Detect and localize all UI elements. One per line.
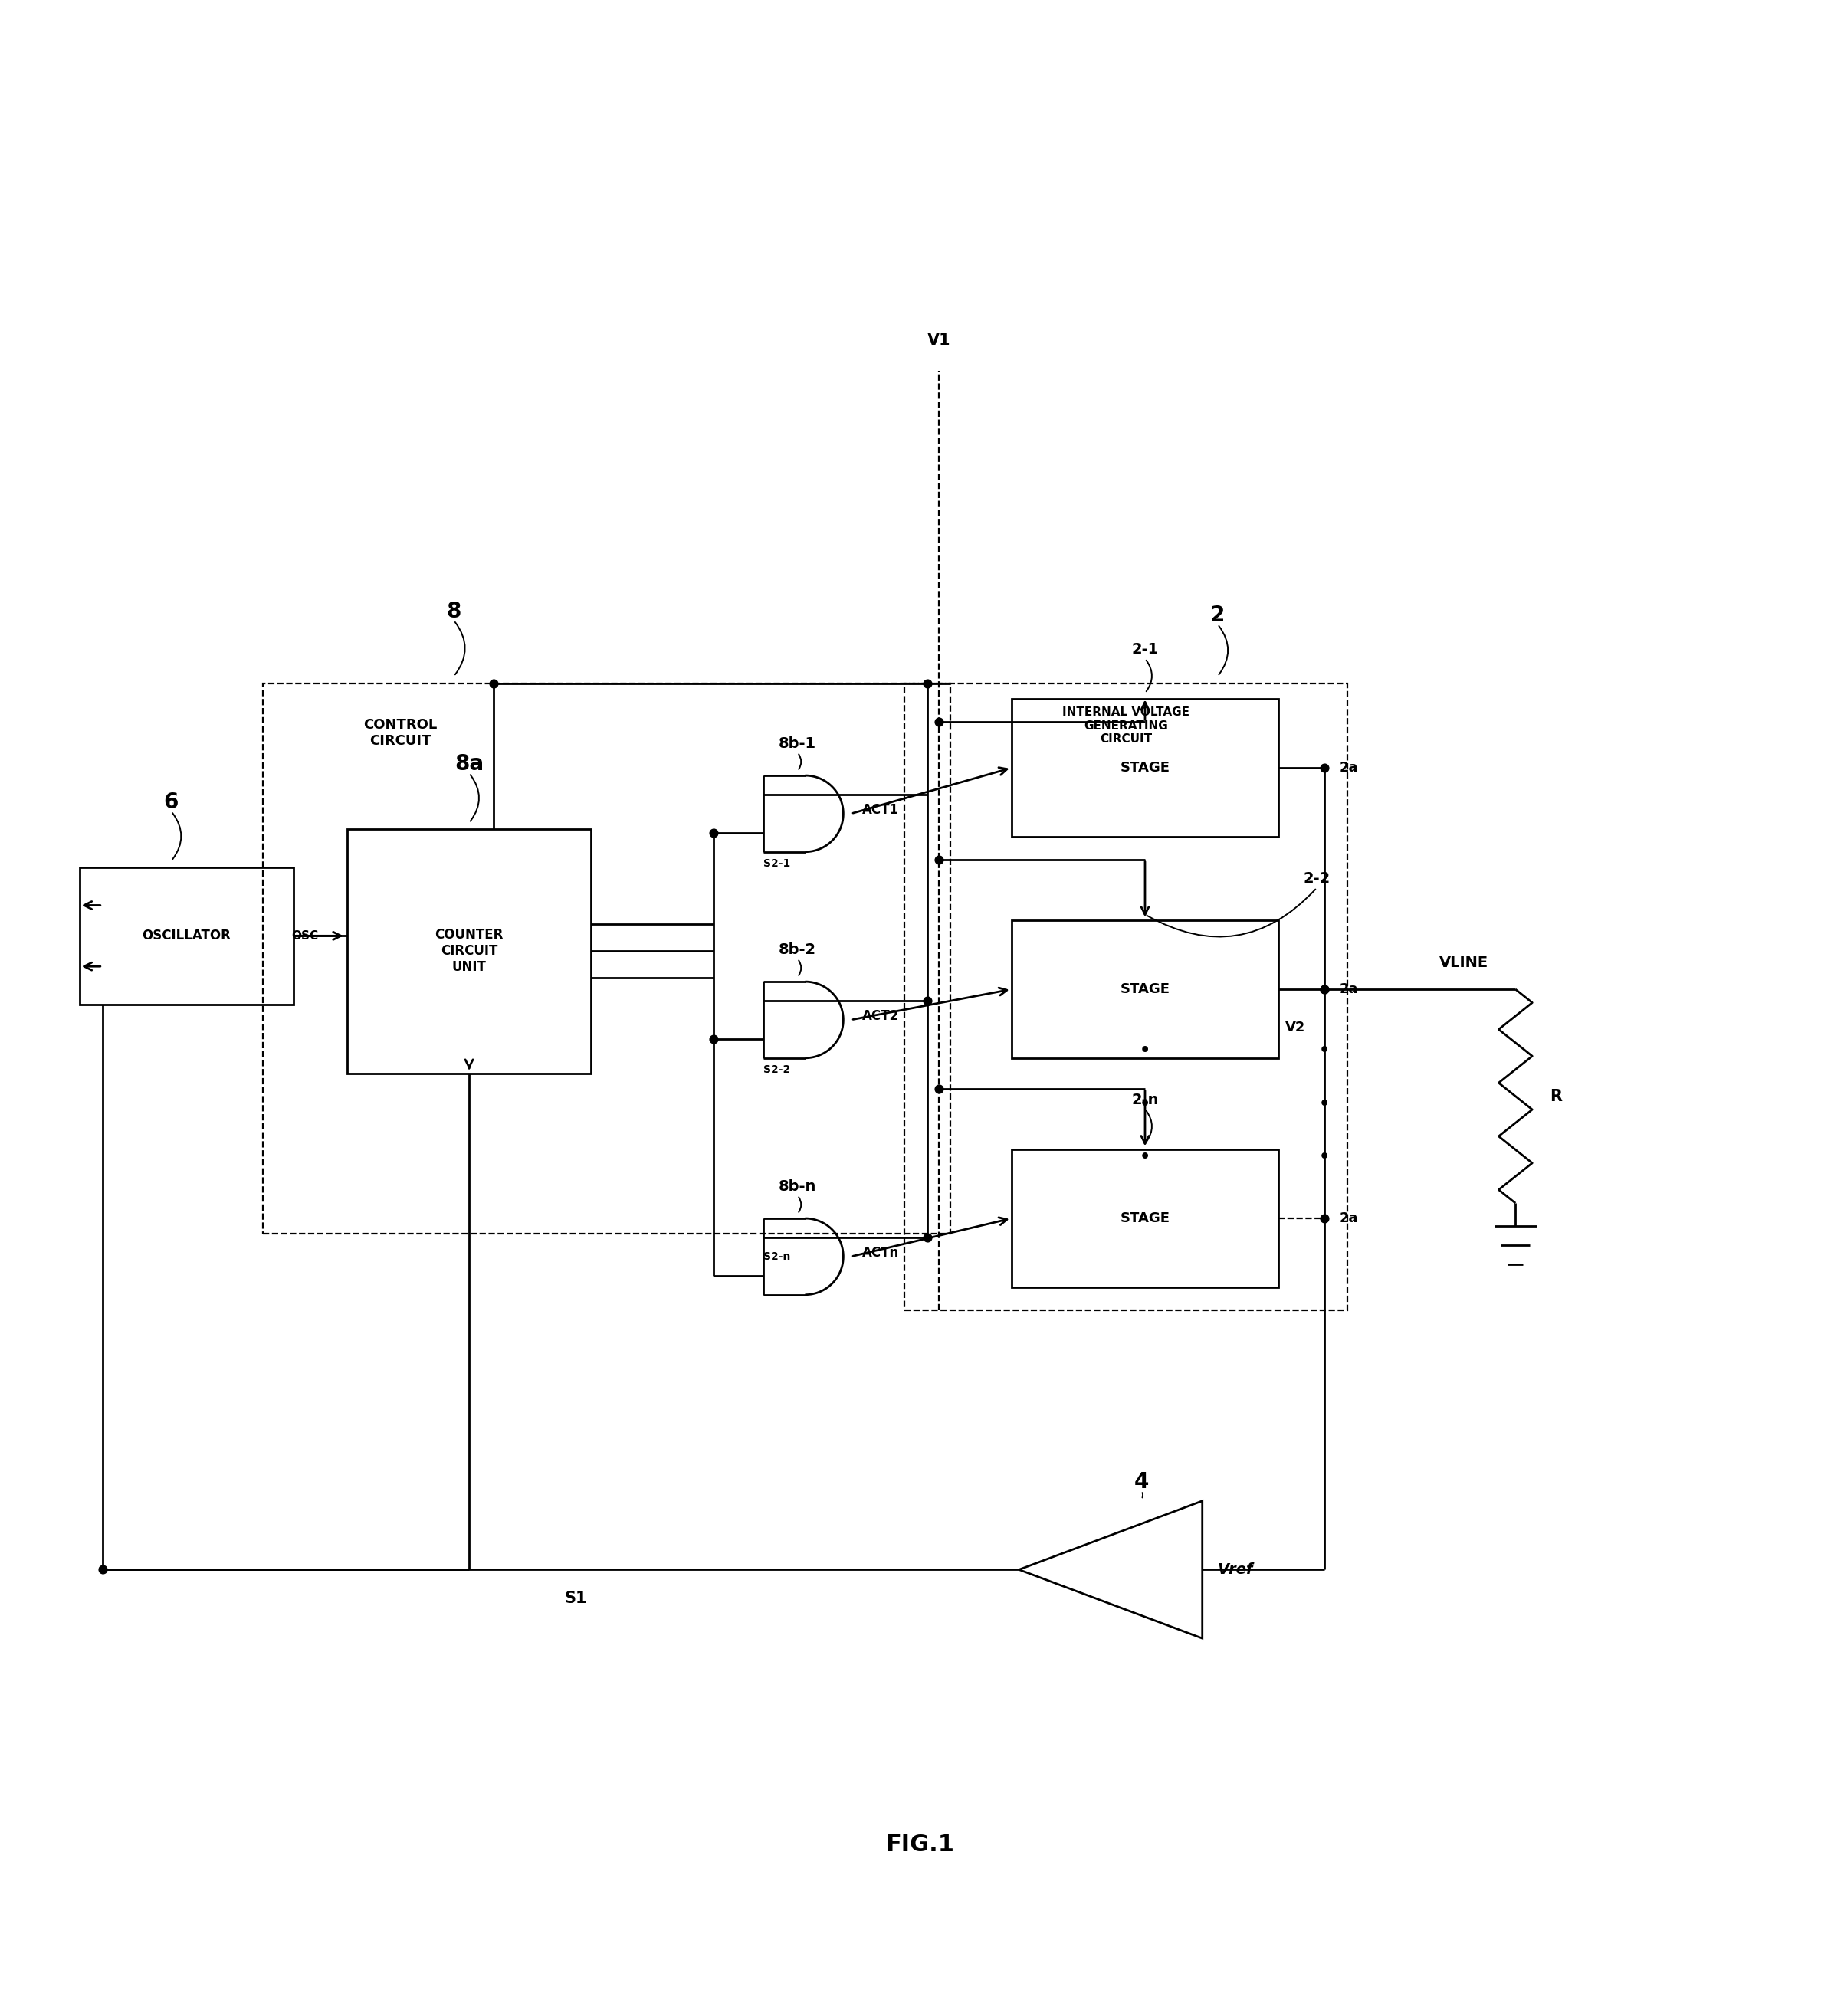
Text: 8: 8	[446, 601, 461, 623]
Bar	[347, 829, 592, 1073]
Bar	[1011, 700, 1278, 837]
Point	[913, 1222, 942, 1254]
Text: ACT2: ACT2	[863, 1010, 900, 1022]
Point	[1309, 974, 1339, 1006]
Bar	[79, 867, 293, 1004]
Text: 8b-2: 8b-2	[778, 941, 817, 958]
Text: CONTROL
CIRCUIT: CONTROL CIRCUIT	[363, 718, 437, 748]
Point	[89, 1554, 118, 1587]
Text: •: •	[1318, 1149, 1330, 1165]
Text: S2-n: S2-n	[763, 1252, 791, 1262]
Text: •: •	[1318, 1097, 1330, 1111]
Bar	[904, 683, 1348, 1310]
Text: 2-n: 2-n	[1132, 1093, 1158, 1107]
Text: COUNTER
CIRCUIT
UNIT: COUNTER CIRCUIT UNIT	[435, 927, 503, 974]
Text: 2a: 2a	[1341, 1212, 1359, 1226]
Text: 2-2: 2-2	[1304, 871, 1330, 885]
Point	[1309, 752, 1339, 784]
Point	[1309, 974, 1339, 1006]
Point	[1309, 1202, 1339, 1234]
Point	[699, 1022, 728, 1054]
Text: •: •	[1140, 1097, 1151, 1111]
Text: V1: V1	[928, 333, 950, 349]
Text: STAGE: STAGE	[1119, 982, 1169, 996]
Text: STAGE: STAGE	[1119, 1212, 1169, 1226]
Text: ACT1: ACT1	[863, 802, 900, 816]
Text: •: •	[1140, 1149, 1151, 1165]
Text: 6: 6	[164, 792, 179, 812]
Text: S1: S1	[564, 1591, 588, 1607]
Bar	[1011, 1149, 1278, 1286]
Point	[913, 984, 942, 1016]
Text: 4: 4	[1134, 1472, 1149, 1492]
Text: •: •	[1318, 1042, 1330, 1058]
Text: FIG.1: FIG.1	[885, 1833, 953, 1855]
Bar	[264, 683, 950, 1234]
Text: R: R	[1549, 1089, 1562, 1105]
Text: 8b-n: 8b-n	[778, 1179, 817, 1193]
Point	[913, 667, 942, 700]
Text: 2-1: 2-1	[1132, 643, 1158, 657]
Text: ACTn: ACTn	[863, 1246, 900, 1260]
Point	[479, 667, 509, 700]
Point	[924, 1073, 953, 1105]
Text: VLINE: VLINE	[1438, 956, 1488, 970]
Text: 2a: 2a	[1341, 760, 1359, 774]
Text: 2a: 2a	[1341, 982, 1359, 996]
Point	[699, 816, 728, 849]
Point	[924, 843, 953, 875]
Text: V2: V2	[1285, 1020, 1306, 1034]
Bar	[1011, 921, 1278, 1058]
Text: S2-2: S2-2	[763, 1064, 789, 1075]
Point	[924, 706, 953, 738]
Text: Vref: Vref	[1217, 1562, 1254, 1577]
Text: OSC: OSC	[291, 929, 319, 941]
Text: STAGE: STAGE	[1119, 760, 1169, 774]
Text: 8b-1: 8b-1	[778, 736, 817, 750]
Text: 2: 2	[1210, 605, 1224, 625]
Text: INTERNAL VOLTAGE
GENERATING
CIRCUIT: INTERNAL VOLTAGE GENERATING CIRCUIT	[1062, 708, 1189, 746]
Text: OSCILLATOR: OSCILLATOR	[142, 929, 230, 943]
Text: S2-1: S2-1	[763, 859, 789, 869]
Text: •: •	[1140, 1042, 1151, 1058]
Text: 8a: 8a	[454, 754, 483, 774]
